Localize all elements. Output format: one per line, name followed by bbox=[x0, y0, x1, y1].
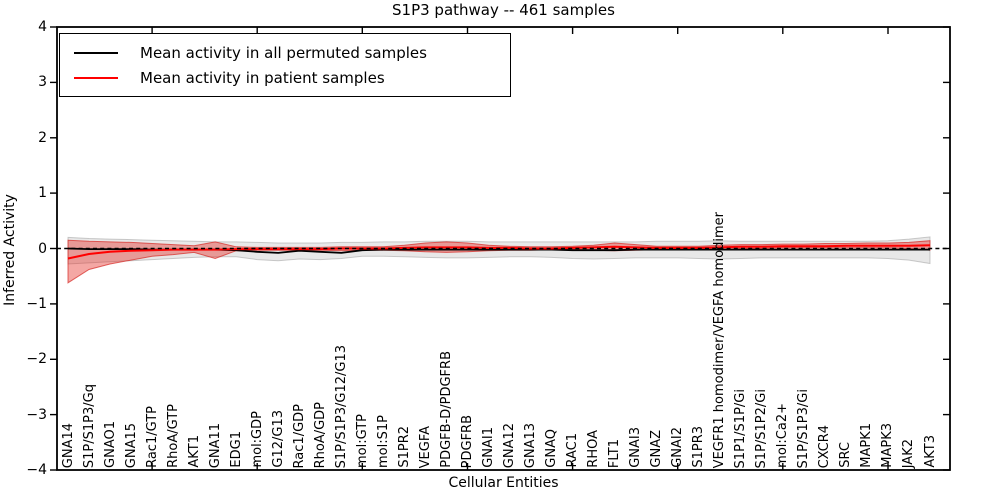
x-axis-label: Cellular Entities bbox=[448, 475, 559, 491]
legend-label-permuted: Mean activity in all permuted samples bbox=[140, 43, 427, 62]
legend: Mean activity in all permuted samples Me… bbox=[59, 33, 511, 97]
permuted-line-swatch bbox=[74, 51, 118, 54]
legend-entry-patient: Mean activity in patient samples bbox=[74, 69, 510, 87]
patient-line-swatch bbox=[74, 76, 118, 79]
legend-label-patient: Mean activity in patient samples bbox=[140, 68, 385, 87]
chart-title: S1P3 pathway -- 461 samples bbox=[392, 1, 615, 19]
y-axis-label: Inferred Activity bbox=[2, 194, 18, 306]
legend-entry-permuted: Mean activity in all permuted samples bbox=[74, 44, 510, 62]
